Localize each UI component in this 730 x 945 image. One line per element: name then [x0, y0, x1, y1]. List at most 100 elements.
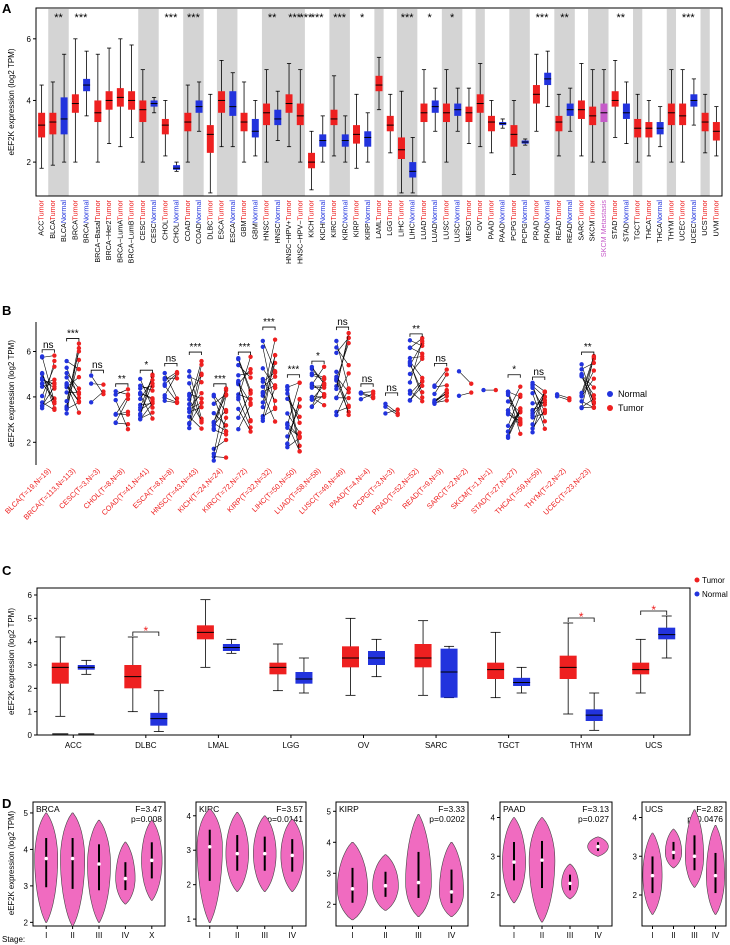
normal-point: [285, 411, 290, 416]
pair-line: [188, 364, 202, 424]
tumor-point: [591, 393, 597, 398]
violin-median: [540, 858, 544, 862]
sig-bracket: [532, 376, 546, 381]
tumor-point: [199, 426, 204, 431]
category-name: KICH: [318, 223, 327, 240]
pair-line: [336, 340, 349, 390]
group-shade: [329, 9, 350, 196]
tumor-point: [346, 386, 351, 391]
tumor-point: [76, 400, 82, 405]
tumor-point: [542, 389, 548, 394]
y-tick-label: 1: [187, 915, 192, 924]
tumor-box: [342, 646, 359, 668]
normal-point: [236, 427, 241, 432]
significance-label: ns: [435, 353, 446, 364]
tumor-point: [76, 374, 82, 380]
pair-line: [66, 384, 80, 413]
violin-median: [262, 851, 267, 856]
category-label: KIRPNormal: [363, 200, 372, 240]
pair-line: [41, 386, 55, 406]
category-label: LGGTumor: [385, 199, 394, 235]
violin-median: [596, 844, 600, 849]
tumor-point: [150, 405, 155, 410]
x-tick-label: SARC: [425, 741, 447, 750]
normal-point: [236, 362, 241, 368]
normal-point: [579, 394, 584, 399]
tumor-point: [297, 420, 302, 425]
tumor-point: [346, 403, 351, 408]
category-name: KICH: [307, 221, 316, 238]
significance-label: ***: [311, 12, 325, 24]
violin-median: [568, 881, 572, 886]
pair-line: [140, 392, 153, 399]
normal-point: [530, 391, 535, 396]
y-tick-label: 2: [27, 438, 32, 447]
pair-line: [213, 388, 227, 423]
stage-label: III: [96, 931, 103, 940]
significance-label: ns: [362, 374, 373, 385]
legend-label-normal: Normal: [618, 389, 647, 399]
pair-line: [532, 400, 546, 416]
x-tick-label: UCS: [645, 741, 662, 750]
stage-label: III: [415, 931, 422, 940]
category-label: HNSC−HPV+Tumor: [284, 199, 293, 264]
tumor-point: [76, 395, 82, 401]
significance-label: *: [579, 610, 584, 624]
pair-line: [213, 394, 227, 413]
pair-line: [189, 399, 202, 421]
violin-panel-pvalue: p=0.0476: [687, 814, 723, 824]
violin-median: [650, 873, 655, 878]
category-name: UCEC: [678, 221, 687, 241]
tumor-point: [52, 384, 57, 389]
legend-label-tumor: Tumor: [618, 403, 644, 413]
category-name: LIHC: [408, 223, 417, 239]
y-tick-label: 2: [327, 900, 332, 909]
category-label: SKCMTumor: [588, 199, 597, 241]
tumor-point: [125, 427, 131, 432]
pair-line: [66, 402, 80, 410]
normal-point: [211, 410, 216, 416]
category-name: CHOL: [160, 220, 169, 240]
normal-point: [505, 412, 511, 417]
stage-label: II: [235, 931, 239, 940]
stage-label: I: [513, 931, 515, 940]
pair-line: [287, 413, 300, 433]
violin-median: [235, 851, 240, 856]
significance-label: *: [651, 603, 656, 617]
normal-point: [39, 354, 45, 359]
pair-line: [581, 358, 595, 396]
category-name: SKCM: [588, 221, 597, 242]
violin-panel-pvalue: p=0.027: [578, 814, 609, 824]
pair-line: [458, 371, 472, 384]
group-shade: [48, 9, 69, 196]
category-name: READ: [565, 223, 574, 243]
category-name: HNSC−HPV−: [295, 221, 304, 265]
normal-point: [39, 370, 45, 376]
tumor-point: [518, 416, 523, 422]
tumor-point: [248, 370, 253, 376]
pair-line: [164, 373, 178, 385]
tumor-point: [370, 391, 376, 396]
category-label: UCECNormal: [689, 200, 698, 244]
violin-panel-title: KIRP: [339, 804, 359, 814]
category-name: BRCA: [82, 223, 91, 243]
tumor-point: [444, 391, 449, 396]
tumor-point: [420, 390, 425, 395]
significance-label: ns: [337, 317, 348, 328]
normal-point: [309, 394, 315, 400]
category-kind: Tumor: [352, 199, 361, 220]
tumor-point: [321, 392, 327, 397]
normal-point: [334, 369, 339, 374]
tumor-point: [297, 414, 302, 419]
box: [555, 115, 563, 132]
normal-point: [113, 392, 118, 397]
significance-label: ***: [187, 12, 201, 24]
normal-point: [260, 379, 266, 384]
normal-point: [579, 367, 584, 372]
category-kind: Tumor: [711, 199, 720, 220]
pair-line: [409, 341, 423, 383]
stage-label: IV: [122, 931, 130, 940]
tumor-point: [272, 374, 278, 379]
pair-line: [140, 412, 153, 419]
tumor-point: [542, 426, 548, 432]
